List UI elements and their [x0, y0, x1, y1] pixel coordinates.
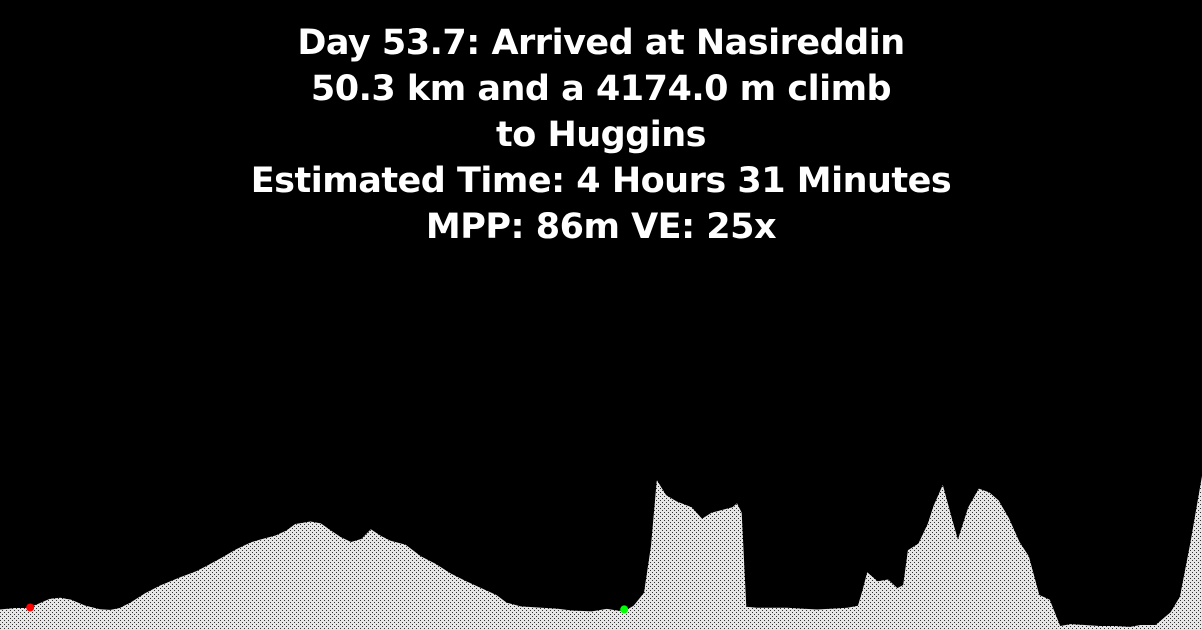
- terrain-area: [0, 475, 1202, 630]
- scale-info-text: MPP: 86m VE: 25x: [425, 207, 777, 247]
- start-marker: [26, 603, 35, 612]
- route-info-header: Day 53.7: Arrived at Nasireddin 50.3 km …: [0, 20, 1202, 250]
- distance-climb-text: 50.3 km and a 4174.0 m climb: [310, 69, 892, 109]
- current-position-marker: [620, 605, 629, 614]
- destination-text: to Huggins: [495, 115, 707, 155]
- day-title: Day 53.7: Arrived at Nasireddin: [297, 23, 905, 63]
- estimated-time-text: Estimated Time: 4 Hours 31 Minutes: [250, 161, 952, 201]
